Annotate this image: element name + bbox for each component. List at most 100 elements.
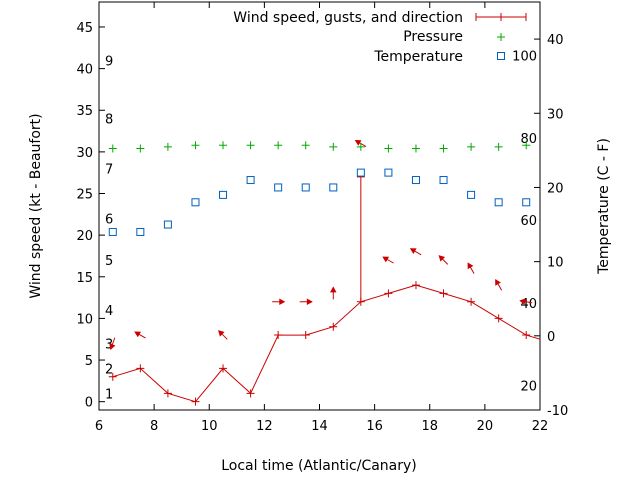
wind-speed-point [108,372,117,381]
wind-speed-point [384,289,393,298]
legend-wind-label: Wind speed, gusts, and direction [233,10,463,26]
temperature-point [439,176,448,185]
wind-direction-arrowhead [382,256,390,263]
pressure-point [384,144,393,153]
y-left-tick-label: 45 [76,21,93,36]
fahrenheit-label: 20 [520,380,537,395]
y-right-tick-label: 0 [547,330,555,345]
wind-speed-point [274,331,283,340]
wind-direction-arrowhead [495,279,501,286]
beaufort-label: 5 [105,254,113,269]
y-right-tick-label: 20 [547,181,564,196]
temperature-point [246,176,255,185]
x-tick-label: 10 [201,419,218,434]
y-axis-title-left: Wind speed (kt - Beaufort) [28,113,44,298]
wind-speed-point [219,364,228,373]
wind-direction-arrowhead [409,248,417,255]
y-left-tick-label: 10 [76,312,93,327]
pressure-point [219,141,228,150]
x-tick-label: 12 [256,419,273,434]
wind-direction-arrowhead [438,255,446,262]
pressure-point [439,144,448,153]
beaufort-label: 6 [105,212,113,227]
pressure-point [274,141,283,150]
legend-wind-marker [475,13,527,21]
y-left-tick-label: 0 [85,396,93,411]
beaufort-label: 7 [105,163,113,178]
y-left-tick-label: 40 [76,63,93,78]
temperature-point [356,168,365,177]
wind-direction-arrowhead [306,298,313,305]
wind-direction-arrowhead [467,262,474,270]
x-axis-title: Local time (Atlantic/Canary) [221,458,417,474]
pressure-point [136,144,145,153]
legend-temperature-label: Temperature [373,49,463,65]
wind-speed-point [163,389,172,398]
wind-direction-arrowhead [109,343,116,351]
pressure-point [163,142,172,151]
y-right-tick-label: -10 [547,404,568,419]
fahrenheit-label: 60 [520,214,537,229]
temperature-point [136,227,145,236]
y-left-tick-label: 25 [76,188,93,203]
wind-speed-point [411,281,420,290]
pressure-point [356,142,365,151]
wind-speed-point [467,297,476,306]
wind-speed-point [191,397,200,406]
pressure-point [329,142,338,151]
temperature-point [219,190,228,199]
pressure-point [467,142,476,151]
pressure-point [108,144,117,153]
temperature-point [411,176,420,185]
pressure-point [411,144,420,153]
fahrenheit-label: 100 [512,49,537,64]
pressure-point [522,141,531,150]
wind-direction-arrowhead [218,330,225,337]
x-tick-label: 22 [532,419,549,434]
y-right-tick-label: 40 [547,33,564,48]
x-tick-label: 14 [311,419,328,434]
wind-speed-line [112,284,541,403]
beaufort-label: 1 [105,387,113,402]
wind-speed-point [301,331,310,340]
wind-speed-point [136,364,145,373]
x-tick-label: 6 [95,419,103,434]
wind-speed-point [329,322,338,331]
beaufort-label: 9 [105,54,113,69]
fahrenheit-label: 80 [520,132,537,147]
wind-direction-arrowhead [519,298,526,305]
x-tick-label: 16 [366,419,383,434]
beaufort-label: 4 [105,304,113,319]
wind-speed-point [494,314,503,323]
pressure-point [191,141,200,150]
temperature-point [494,198,503,207]
x-tick-label: 18 [421,419,438,434]
wind-speed-point [246,389,255,398]
wind-direction-arrowhead [279,298,286,305]
pressure-point [494,142,503,151]
y-left-tick-label: 15 [76,271,93,286]
beaufort-label: 8 [105,113,113,128]
temperature-point [329,183,338,192]
wind-direction-arrowhead [134,331,142,338]
wind-speed-point [522,331,531,340]
legend-pressure-marker [497,33,505,41]
temperature-point [163,220,172,229]
x-tick-label: 8 [150,419,158,434]
y-left-tick-label: 20 [76,229,93,244]
temperature-point [467,190,476,199]
legend-temperature-marker [497,52,505,60]
y-left-tick-label: 30 [76,146,93,161]
y-right-tick-label: 30 [547,107,564,122]
x-tick-label: 20 [477,419,494,434]
temperature-point [191,198,200,207]
pressure-point [246,141,255,150]
temperature-point [522,198,531,207]
beaufort-label: 3 [105,337,113,352]
legend: Wind speed, gusts, and direction Pressur… [233,10,527,65]
pressure-point [301,141,310,150]
y-left-tick-label: 35 [76,104,93,119]
wind-direction-arrowhead [330,286,337,293]
plot-frame [98,1,541,411]
wind-direction-arrowhead [354,140,362,146]
